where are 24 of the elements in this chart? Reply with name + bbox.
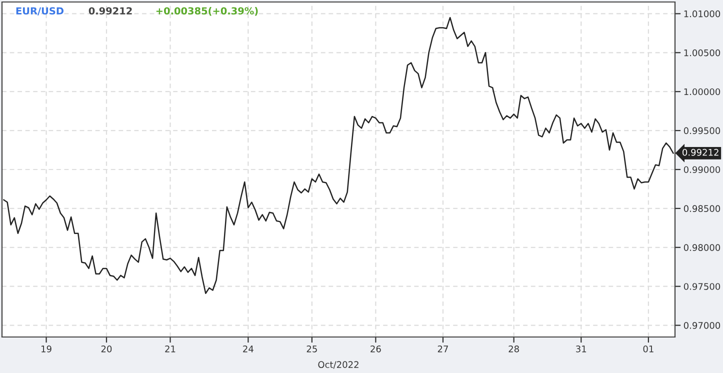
y-tick-label: 0.97000 bbox=[684, 322, 720, 329]
x-tick-label: 27 bbox=[438, 345, 448, 352]
x-tick-label: 31 bbox=[576, 345, 586, 352]
y-tick-label: 0.98500 bbox=[684, 205, 720, 212]
x-tick-label: 25 bbox=[306, 345, 317, 352]
y-tick-label: 1.00000 bbox=[684, 88, 720, 96]
text: 0.99212 bbox=[682, 148, 718, 156]
y-tick-label: 1.01000 bbox=[684, 10, 720, 18]
y-tick-label: 0.99500 bbox=[684, 127, 720, 134]
x-tick-label: 24 bbox=[243, 345, 254, 352]
x-axis-title: Oct/2022 bbox=[318, 361, 358, 369]
y-tick-label: 1.00500 bbox=[684, 49, 720, 56]
x-tick-label: 28 bbox=[508, 345, 519, 352]
x-tick-label: 20 bbox=[101, 345, 112, 352]
annotation: +0.00385(+0.39%) bbox=[156, 7, 258, 16]
x-tick-label: 26 bbox=[370, 345, 381, 352]
x-tick-label: 01 bbox=[643, 345, 654, 352]
x-tick-label: 19 bbox=[42, 345, 52, 352]
y-tick-label: 0.98000 bbox=[684, 244, 720, 251]
x-tick-label: 21 bbox=[165, 345, 176, 352]
chart-title: EUR/USD bbox=[16, 7, 64, 16]
y-tick-label: 0.97500 bbox=[684, 283, 720, 290]
y-tick-label: 0.99000 bbox=[684, 166, 720, 174]
annotation: 0.99212 bbox=[88, 7, 132, 15]
